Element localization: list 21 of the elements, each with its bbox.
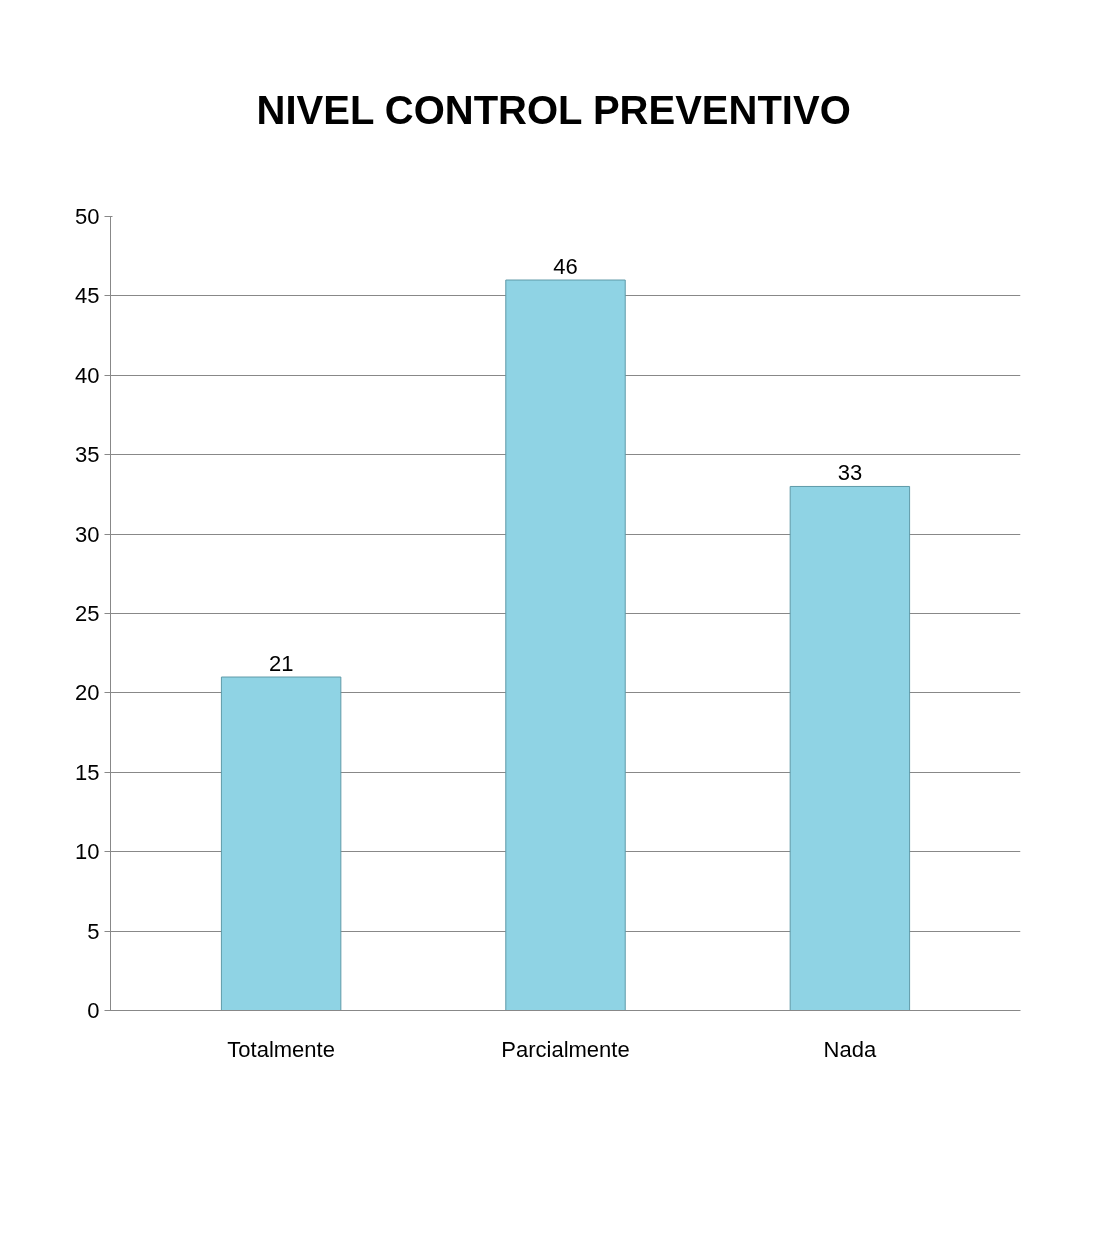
x-tick-label: Totalmente [227, 1036, 335, 1062]
bar [220, 676, 342, 1011]
x-tick-label: Nada [823, 1036, 877, 1062]
y-tick-label: 10 [75, 839, 100, 865]
y-tick-label: 25 [75, 601, 100, 626]
data-label: 21 [268, 651, 294, 677]
y-tick-label: 50 [75, 204, 100, 229]
y-tick-label: 15 [75, 759, 100, 785]
y-tick-label: 35 [75, 442, 100, 468]
x-tick-label: Parcialmente [501, 1036, 630, 1062]
chart-title: NIVEL CONTROL PREVENTIVO [256, 87, 851, 132]
y-tick-label: 45 [75, 283, 100, 309]
y-tick-label: 30 [75, 521, 100, 547]
y-tick-label: 5 [87, 918, 100, 944]
data-label: 46 [553, 254, 578, 280]
y-tick-label: 20 [75, 680, 100, 706]
data-label: 33 [837, 460, 863, 486]
bar [789, 485, 911, 1011]
y-tick-label: 40 [75, 362, 100, 388]
y-tick-label: 0 [87, 998, 100, 1023]
bar [505, 279, 626, 1011]
